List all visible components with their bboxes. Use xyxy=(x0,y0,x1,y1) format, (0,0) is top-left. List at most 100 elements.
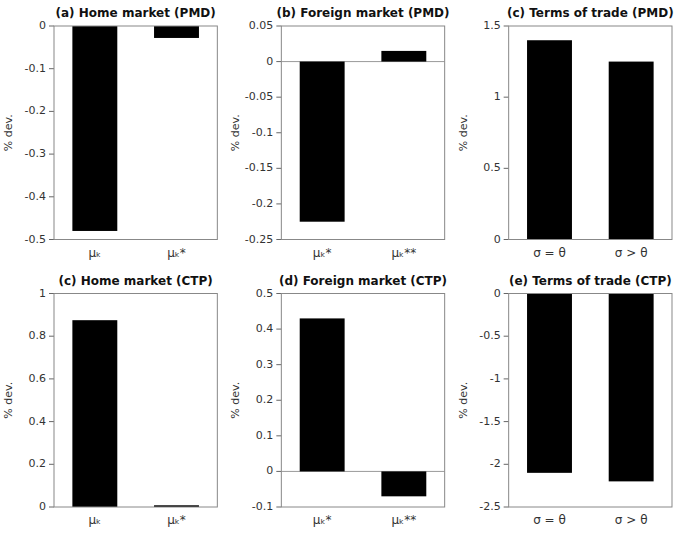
y-axis-label: % dev. xyxy=(457,114,470,151)
y-tick-label: -0.1 xyxy=(25,62,46,75)
y-tick-label: -2 xyxy=(490,457,501,470)
plot-frame xyxy=(54,294,217,508)
y-axis-label: % dev. xyxy=(2,114,15,151)
y-tick-label: 1 xyxy=(494,90,501,103)
y-tick-label: 1 xyxy=(39,287,46,300)
x-tick-label: σ = θ xyxy=(533,513,566,527)
panel: 00.20.40.60.81μₖμₖ*(c) Home market (CTP)… xyxy=(2,274,217,528)
plot-frame xyxy=(281,294,444,508)
y-tick xyxy=(49,378,54,379)
y-tick xyxy=(49,68,54,69)
y-tick-label: 1.5 xyxy=(483,19,501,32)
y-tick xyxy=(276,364,281,365)
plot-frame xyxy=(54,26,217,240)
bars xyxy=(281,51,444,222)
y-tick-label: 0 xyxy=(494,287,501,300)
y-tick-label: 0 xyxy=(266,55,273,68)
y-tick-label: 0.5 xyxy=(256,287,274,300)
y-tick-label: -1.5 xyxy=(479,415,500,428)
x-tick-label: σ = θ xyxy=(533,246,566,260)
y-tick xyxy=(504,336,509,337)
y-tick-label: 0 xyxy=(494,233,501,246)
y-tick xyxy=(276,239,281,240)
y-tick xyxy=(276,61,281,62)
y-tick-label: -0.5 xyxy=(25,233,46,246)
y-tick-label: 0 xyxy=(39,500,46,513)
title: (e) Terms of trade (CTP) xyxy=(509,274,672,288)
y-tick-label: 0.2 xyxy=(256,393,274,406)
y-tick xyxy=(276,400,281,401)
y-tick xyxy=(276,435,281,436)
y-tick xyxy=(49,464,54,465)
y-tick xyxy=(504,97,509,98)
panel: -0.100.10.20.30.40.5μₖ*μₖ**(d) Foreign m… xyxy=(229,274,447,528)
x-tick-label: μₖ xyxy=(88,246,101,260)
y-tick xyxy=(504,26,509,27)
y-tick-label: 0.8 xyxy=(29,329,47,342)
x-tick-label: μₖ** xyxy=(391,246,416,260)
bars xyxy=(72,26,199,231)
x-tick-label: μₖ* xyxy=(313,246,332,260)
y-tick-label: -0.4 xyxy=(25,190,46,203)
x-tick-label: μₖ** xyxy=(391,513,416,527)
y-tick-label: 0.4 xyxy=(256,322,274,335)
y-tick-label: -0.3 xyxy=(25,147,46,160)
y-tick-label: -1 xyxy=(490,372,501,385)
y-tick xyxy=(49,26,54,27)
y-tick xyxy=(504,464,509,465)
title: (c) Home market (CTP) xyxy=(58,274,212,288)
bar xyxy=(72,320,117,507)
x-tick-label: σ > θ xyxy=(615,246,648,260)
y-tick xyxy=(276,471,281,472)
y-tick-label: -0.1 xyxy=(252,126,273,139)
bars xyxy=(72,320,199,507)
panel: 0-0.5-1-1.5-2-2.5σ = θσ > θ(e) Terms of … xyxy=(457,274,672,528)
x-tick-label: μₖ xyxy=(88,513,101,527)
y-tick-label: -0.2 xyxy=(252,197,273,210)
title: (d) Foreign market (CTP) xyxy=(279,274,447,288)
y-tick xyxy=(49,507,54,508)
y-axis-label: % dev. xyxy=(229,114,242,151)
y-tick xyxy=(49,154,54,155)
x-tick-label: μₖ* xyxy=(167,246,186,260)
y-tick xyxy=(276,26,281,27)
y-tick-label: 0 xyxy=(266,464,273,477)
y-tick xyxy=(504,168,509,169)
bar xyxy=(381,51,426,62)
y-tick-label: 0.2 xyxy=(29,457,47,470)
y-tick-label: 0.1 xyxy=(256,429,274,442)
y-tick-label: 0.6 xyxy=(29,372,47,385)
bar xyxy=(609,62,654,240)
panel: 0 -0.1 -0.2 -0.3 -0.4 -0.5 μₖ μₖ* (a) Home marke… xyxy=(2,6,217,260)
y-tick-label: -0.05 xyxy=(245,90,273,103)
y-axis-label: % dev. xyxy=(2,382,15,419)
y-tick xyxy=(276,97,281,98)
bar xyxy=(300,318,345,471)
y-tick xyxy=(276,168,281,169)
y-tick xyxy=(49,111,54,112)
bar xyxy=(300,62,345,222)
bars xyxy=(527,294,654,482)
y-tick xyxy=(504,378,509,379)
y-tick-label: -0.2 xyxy=(25,104,46,117)
y-tick xyxy=(49,421,54,422)
y-tick-label: -2.5 xyxy=(479,500,500,513)
x-tick-label: μₖ* xyxy=(167,513,186,527)
y-tick xyxy=(276,293,281,294)
y-tick-label: 0.5 xyxy=(483,161,501,174)
plot-frame xyxy=(509,294,672,508)
y-axis-label: % dev. xyxy=(457,382,470,419)
y-tick xyxy=(504,293,509,294)
plot-frame xyxy=(281,26,444,240)
y-tick xyxy=(276,329,281,330)
plot-frame xyxy=(509,26,672,240)
y-axis-label: % dev. xyxy=(229,382,242,419)
y-tick-label: -0.1 xyxy=(252,500,273,513)
panel: 0.050-0.05-0.1-0.15-0.2-0.25μₖ*μₖ**(b) F… xyxy=(229,6,449,260)
y-tick-label: 0 xyxy=(39,19,46,32)
y-tick xyxy=(504,507,509,508)
title: (a) Home market (PMD) xyxy=(56,6,216,20)
bar xyxy=(72,26,117,231)
bar xyxy=(527,40,572,239)
y-tick xyxy=(276,132,281,133)
